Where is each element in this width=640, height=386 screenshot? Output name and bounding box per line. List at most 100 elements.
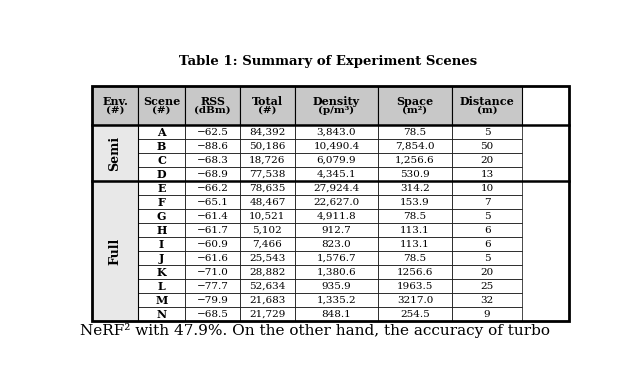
Text: −68.9: −68.9 [196, 169, 228, 179]
Text: 912.7: 912.7 [321, 226, 351, 235]
Bar [185, 195, 240, 209]
Bar [92, 167, 138, 181]
Bar [240, 139, 295, 153]
Bar [138, 195, 185, 209]
Bar [295, 181, 378, 195]
Bar [452, 195, 522, 209]
Bar [185, 209, 240, 223]
Text: −60.9: −60.9 [196, 240, 228, 249]
Bar [378, 251, 452, 265]
Text: 78.5: 78.5 [403, 254, 427, 263]
Text: 5,102: 5,102 [253, 226, 282, 235]
Bar [185, 293, 240, 307]
Bar [185, 181, 240, 195]
Bar [92, 237, 138, 251]
Bar [295, 293, 378, 307]
Bar [138, 279, 185, 293]
Bar [92, 307, 138, 321]
Bar [185, 167, 240, 181]
Bar [452, 307, 522, 321]
Bar [92, 223, 138, 237]
Bar [92, 279, 138, 293]
Bar [138, 167, 185, 181]
Text: 18,726: 18,726 [249, 156, 285, 164]
Text: 7,854.0: 7,854.0 [395, 142, 435, 151]
Bar [185, 125, 240, 139]
Bar [138, 265, 185, 279]
Bar [378, 279, 452, 293]
Bar [138, 181, 185, 195]
Bar [92, 195, 138, 209]
Bar [185, 279, 240, 293]
Text: 20: 20 [481, 156, 494, 164]
Text: 7: 7 [484, 198, 490, 207]
Bar [138, 251, 185, 265]
Text: 113.1: 113.1 [400, 240, 430, 249]
Text: K: K [157, 267, 166, 278]
Bar [295, 209, 378, 223]
Text: B: B [157, 141, 166, 152]
Bar [185, 153, 240, 167]
Text: 28,882: 28,882 [249, 268, 285, 277]
Bar [185, 265, 240, 279]
Bar [138, 125, 185, 139]
Text: 1,576.7: 1,576.7 [317, 254, 356, 263]
Bar [452, 125, 522, 139]
Text: (m): (m) [477, 106, 497, 115]
Text: Table 1: Summary of Experiment Scenes: Table 1: Summary of Experiment Scenes [179, 55, 477, 68]
Bar [295, 279, 378, 293]
Text: F: F [157, 196, 165, 208]
Text: (#): (#) [258, 106, 276, 115]
Text: 4,911.8: 4,911.8 [317, 212, 356, 221]
Text: 1963.5: 1963.5 [397, 282, 433, 291]
Text: 48,467: 48,467 [249, 198, 285, 207]
Text: I: I [159, 239, 164, 250]
Bar [452, 265, 522, 279]
Text: 13: 13 [481, 169, 494, 179]
Text: 7,466: 7,466 [253, 240, 282, 249]
Bar [378, 139, 452, 153]
Text: 530.9: 530.9 [400, 169, 430, 179]
Text: 3,843.0: 3,843.0 [317, 128, 356, 137]
Text: N: N [156, 309, 166, 320]
Text: −66.2: −66.2 [196, 184, 228, 193]
Text: 27,924.4: 27,924.4 [314, 184, 360, 193]
Bar [378, 181, 452, 195]
Text: 20: 20 [481, 268, 494, 277]
Bar [240, 181, 295, 195]
Bar [92, 181, 138, 195]
Text: RSS: RSS [200, 95, 225, 107]
Text: 1,380.6: 1,380.6 [317, 268, 356, 277]
Text: Scene: Scene [143, 95, 180, 107]
Bar [295, 237, 378, 251]
Text: 78,635: 78,635 [249, 184, 285, 193]
Bar [138, 223, 185, 237]
Text: −65.1: −65.1 [196, 198, 228, 207]
Text: 78.5: 78.5 [403, 128, 427, 137]
Text: −77.7: −77.7 [196, 282, 228, 291]
Text: −61.6: −61.6 [196, 254, 228, 263]
Bar [452, 279, 522, 293]
Text: 6: 6 [484, 226, 490, 235]
Bar [452, 251, 522, 265]
Bar [378, 265, 452, 279]
Text: M: M [156, 295, 168, 306]
Text: 52,634: 52,634 [249, 282, 285, 291]
Bar [240, 251, 295, 265]
Text: (dBm): (dBm) [195, 106, 231, 115]
Text: 10,490.4: 10,490.4 [314, 142, 360, 151]
Bar [295, 195, 378, 209]
Bar [452, 139, 522, 153]
Text: 1,256.6: 1,256.6 [395, 156, 435, 164]
Bar [452, 181, 522, 195]
Text: 6,079.9: 6,079.9 [317, 156, 356, 164]
Text: 9: 9 [484, 310, 490, 319]
Bar [295, 139, 378, 153]
Text: 153.9: 153.9 [400, 198, 430, 207]
Text: 5: 5 [484, 254, 490, 263]
Text: J: J [159, 253, 164, 264]
Bar [452, 237, 522, 251]
Text: E: E [157, 183, 166, 194]
Text: Full: Full [109, 237, 122, 265]
Bar [92, 181, 138, 321]
